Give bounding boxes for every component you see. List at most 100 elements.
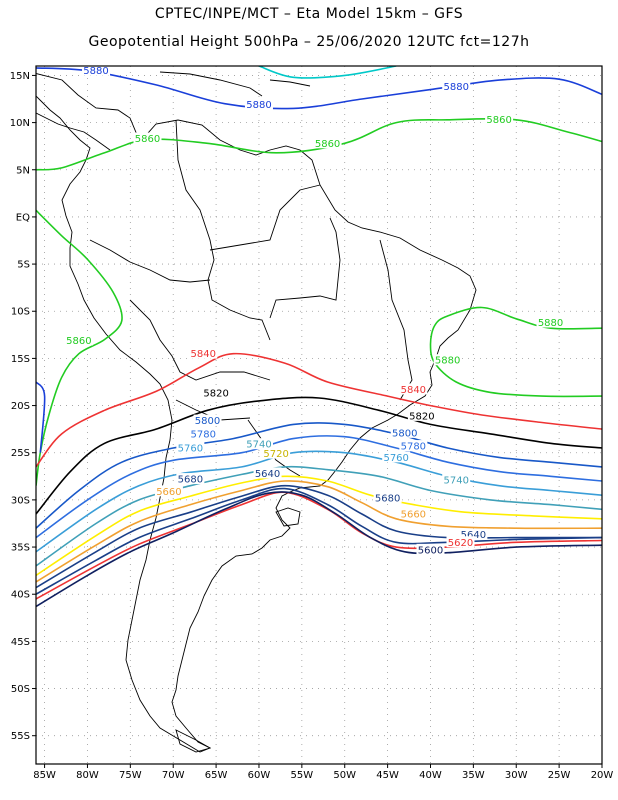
contour-label: 5820 xyxy=(203,389,228,400)
lon-tick-label: 85W xyxy=(33,770,56,781)
contour-label-bg xyxy=(442,474,471,486)
contour-label-bg xyxy=(176,473,205,485)
contour-label: 5840 xyxy=(401,385,426,396)
map-title-line1: CPTEC/INPE/MCT – Eta Model 15km – GFS xyxy=(154,6,464,22)
contour-5860 xyxy=(36,117,602,171)
contour-layer xyxy=(36,66,602,608)
contour-label-bg xyxy=(176,441,205,453)
contour-5780 xyxy=(36,435,602,539)
contour-label-bg xyxy=(459,528,488,540)
border-line xyxy=(379,239,413,401)
lat-tick-label: 40S xyxy=(11,590,30,601)
cuba-coast xyxy=(159,71,263,97)
border-line xyxy=(209,184,321,251)
border-line xyxy=(269,217,341,319)
lon-tick-label: 50W xyxy=(333,770,356,781)
contour-5860 xyxy=(429,306,602,398)
contour-label: 5880 xyxy=(538,318,563,329)
contour-label-bg xyxy=(390,426,419,438)
contour-label-bg xyxy=(154,485,183,497)
contour-label: 5860 xyxy=(66,336,91,347)
contour-label-bg xyxy=(442,80,471,92)
contour-label: 5860 xyxy=(135,134,160,145)
lat-tick-label: 20S xyxy=(11,401,30,412)
contour-label-bg xyxy=(82,66,111,76)
border-line xyxy=(129,299,271,381)
contour-label: 5860 xyxy=(486,115,511,126)
contour-label: 5760 xyxy=(383,453,408,464)
contour-label-bg xyxy=(189,427,218,439)
contour-label: 5800 xyxy=(392,428,417,439)
lat-tick-label: EQ xyxy=(16,212,30,223)
contour-label: 5740 xyxy=(246,440,271,451)
lat-tick-label: 30S xyxy=(11,495,30,506)
contour-label: 5880 xyxy=(83,66,108,77)
tierra-del-fuego-coast xyxy=(175,729,212,753)
contour-label-bg xyxy=(407,409,436,421)
central-america-coast xyxy=(36,112,111,151)
lat-tick-label: 50S xyxy=(11,684,30,695)
lat-tick-label: 45S xyxy=(11,637,30,648)
contour-5860 xyxy=(36,209,123,486)
contour-label-bg xyxy=(133,132,162,144)
contour-5880 xyxy=(258,66,397,79)
contour-5720 xyxy=(36,475,602,577)
contour-label-bg xyxy=(536,316,565,328)
contour-5840 xyxy=(36,352,602,468)
contour-label-bg xyxy=(313,137,342,149)
coastline-layer xyxy=(36,71,477,753)
axis-ticks: 15N 10N 5N EQ 5S 10S 15S 20S 25S 30S 35S 40S 45S 50S 5… xyxy=(10,71,614,781)
contour-label: 5780 xyxy=(191,429,216,440)
contour-5860 xyxy=(36,381,46,453)
lon-tick-label: 80W xyxy=(76,770,99,781)
contour-5600 xyxy=(36,491,602,608)
contour-label-bg xyxy=(485,113,514,125)
contour-label: 5640 xyxy=(461,530,486,541)
contour-label-bg xyxy=(433,354,462,366)
lat-tick-label: 55S xyxy=(11,731,30,742)
contour-label: 5600 xyxy=(418,545,443,556)
map-frame xyxy=(35,65,603,765)
contour-label-bg xyxy=(244,438,273,450)
lon-tick-label: 20W xyxy=(591,770,614,781)
border-line xyxy=(89,239,211,283)
hispaniola-coast xyxy=(269,79,311,87)
contour-5820 xyxy=(36,396,602,515)
lat-tick-label: 10S xyxy=(11,307,30,318)
contour-label: 5860 xyxy=(315,139,340,150)
contour-label: 5880 xyxy=(246,100,271,111)
contour-label: 5760 xyxy=(178,443,203,454)
graticule xyxy=(36,66,603,764)
contour-label: 5880 xyxy=(435,356,460,367)
contour-label: 5880 xyxy=(443,82,468,93)
lat-tick-label: 15S xyxy=(11,354,30,365)
contour-label: 5660 xyxy=(156,487,181,498)
lat-tick-label: 35S xyxy=(11,543,30,554)
contour-label: 5740 xyxy=(443,476,468,487)
lon-tick-label: 75W xyxy=(119,770,142,781)
contour-label: 5820 xyxy=(409,411,434,422)
contour-label-bg xyxy=(202,387,231,399)
contour-label: 5680 xyxy=(178,475,203,486)
lon-tick-label: 55W xyxy=(291,770,314,781)
lon-tick-label: 65W xyxy=(205,770,228,781)
lon-tick-label: 35W xyxy=(462,770,485,781)
falklands-coast xyxy=(275,507,301,527)
contour-label: 5620 xyxy=(448,538,473,549)
contour-label: 5640 xyxy=(255,469,280,480)
lat-tick-label: 10N xyxy=(10,118,30,129)
lat-tick-label: 5S xyxy=(17,260,30,271)
lon-tick-label: 40W xyxy=(419,770,442,781)
contour-5740 xyxy=(36,465,602,567)
contour-label-bg xyxy=(244,98,273,110)
border-line xyxy=(175,119,271,341)
lon-tick-label: 70W xyxy=(162,770,185,781)
contour-5700 xyxy=(36,480,602,583)
contour-label-bg xyxy=(373,491,402,503)
lat-tick-label: 25S xyxy=(11,448,30,459)
contour-label-bg xyxy=(189,347,218,359)
contour-label-bg xyxy=(399,507,428,519)
contour-5760 xyxy=(36,450,602,553)
lon-tick-label: 30W xyxy=(505,770,528,781)
